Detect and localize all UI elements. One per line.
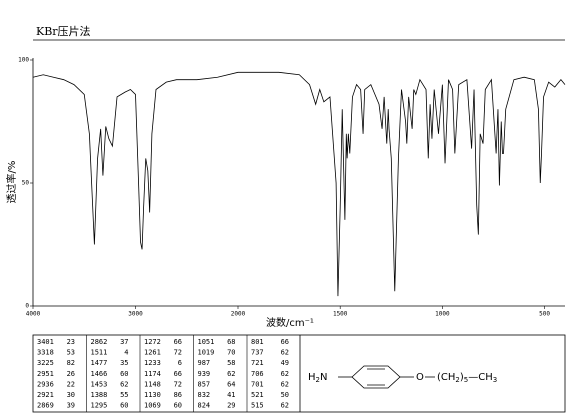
peak-transmittance: 22 xyxy=(67,380,75,388)
peak-wavenumber: 521 xyxy=(251,391,264,399)
peak-wavenumber: 1511 xyxy=(91,349,108,357)
peak-wavenumber: 1466 xyxy=(91,370,108,378)
peak-wavenumber: 2862 xyxy=(91,338,108,346)
peak-transmittance: 49 xyxy=(281,359,289,367)
peak-transmittance: 66 xyxy=(174,370,182,378)
peak-wavenumber: 701 xyxy=(251,380,264,388)
peak-wavenumber: 1477 xyxy=(91,359,108,367)
peak-transmittance: 60 xyxy=(120,370,128,378)
chart-title: KBr压片法 xyxy=(36,24,91,38)
peak-wavenumber: 824 xyxy=(198,402,211,410)
peak-transmittance: 72 xyxy=(174,349,182,357)
peak-wavenumber: 3401 xyxy=(37,338,54,346)
x-tick-label: 3000 xyxy=(128,311,143,318)
peak-transmittance: 62 xyxy=(281,349,289,357)
peak-wavenumber: 1272 xyxy=(144,338,161,346)
spectrum-line xyxy=(32,71,566,297)
peak-wavenumber: 721 xyxy=(251,359,264,367)
peak-transmittance: 29 xyxy=(227,402,235,410)
table-frame xyxy=(32,334,566,413)
peak-wavenumber: 3225 xyxy=(37,359,54,367)
peak-wavenumber: 2936 xyxy=(37,380,54,388)
peak-wavenumber: 939 xyxy=(198,370,211,378)
x-tick-label: 2000 xyxy=(231,311,246,318)
peak-transmittance: 41 xyxy=(227,391,235,399)
peak-wavenumber: 1130 xyxy=(144,391,161,399)
peak-wavenumber: 2921 xyxy=(37,391,54,399)
peak-wavenumber: 1233 xyxy=(144,359,161,367)
chain: (CH2)5—CH3 xyxy=(437,372,497,384)
peak-wavenumber: 1388 xyxy=(91,391,108,399)
peak-transmittance: 23 xyxy=(67,338,75,346)
peak-transmittance: 50 xyxy=(281,391,289,399)
peak-wavenumber: 1295 xyxy=(91,402,108,410)
peak-wavenumber: 1148 xyxy=(144,380,161,388)
peak-transmittance: 60 xyxy=(120,402,128,410)
x-tick-label: 1000 xyxy=(435,311,450,318)
x-tick-label: 4000 xyxy=(26,311,41,318)
amine-group: H2N xyxy=(308,372,327,384)
peak-transmittance: 62 xyxy=(120,380,128,388)
peak-wavenumber: 1453 xyxy=(91,380,108,388)
peak-transmittance: 68 xyxy=(227,338,235,346)
peak-transmittance: 39 xyxy=(67,402,75,410)
peak-transmittance: 26 xyxy=(67,370,75,378)
y-tick-label: 0 xyxy=(25,303,29,310)
peak-transmittance: 82 xyxy=(67,359,75,367)
peak-transmittance: 6 xyxy=(178,359,182,367)
peak-wavenumber: 1261 xyxy=(144,349,161,357)
peak-transmittance: 53 xyxy=(67,349,75,357)
peak-transmittance: 62 xyxy=(227,370,235,378)
peak-wavenumber: 515 xyxy=(251,402,264,410)
oxygen: O xyxy=(416,372,424,383)
structure: H2N O (CH2)5—CH3 xyxy=(308,365,497,389)
y-tick-label: 100 xyxy=(18,57,29,64)
peak-transmittance: 66 xyxy=(174,338,182,346)
y-axis-label: 透过率/% xyxy=(5,161,18,204)
peak-transmittance: 35 xyxy=(120,359,128,367)
peak-wavenumber: 1174 xyxy=(144,370,161,378)
peak-transmittance: 62 xyxy=(281,380,289,388)
peak-transmittance: 55 xyxy=(120,391,128,399)
x-tick-label: 1500 xyxy=(333,311,348,318)
peak-transmittance: 86 xyxy=(174,391,182,399)
peak-transmittance: 66 xyxy=(281,338,289,346)
peak-wavenumber: 1051 xyxy=(198,338,215,346)
peak-wavenumber: 1069 xyxy=(144,402,161,410)
x-axis-label: 波数/cm⁻¹ xyxy=(266,316,314,329)
peak-wavenumber: 857 xyxy=(198,380,211,388)
peak-transmittance: 72 xyxy=(174,380,182,388)
peak-transmittance: 64 xyxy=(227,380,235,388)
peak-transmittance: 4 xyxy=(124,349,128,357)
x-tick-label: 500 xyxy=(539,311,550,318)
peak-transmittance: 30 xyxy=(67,391,75,399)
y-tick-label: 50 xyxy=(22,180,30,187)
peak-transmittance: 60 xyxy=(174,402,182,410)
peak-transmittance: 37 xyxy=(120,338,128,346)
peak-wavenumber: 2869 xyxy=(37,402,54,410)
peak-transmittance: 62 xyxy=(281,370,289,378)
peak-wavenumber: 737 xyxy=(251,349,264,357)
peak-wavenumber: 801 xyxy=(251,338,264,346)
peak-transmittance: 62 xyxy=(281,402,289,410)
peak-transmittance: 70 xyxy=(227,349,235,357)
peak-wavenumber: 832 xyxy=(198,391,211,399)
peak-wavenumber: 3318 xyxy=(37,349,54,357)
peak-transmittance: 58 xyxy=(227,359,235,367)
peak-wavenumber: 706 xyxy=(251,370,264,378)
peak-wavenumber: 2951 xyxy=(37,370,54,378)
peak-wavenumber: 1019 xyxy=(198,349,215,357)
peak-wavenumber: 987 xyxy=(198,359,211,367)
